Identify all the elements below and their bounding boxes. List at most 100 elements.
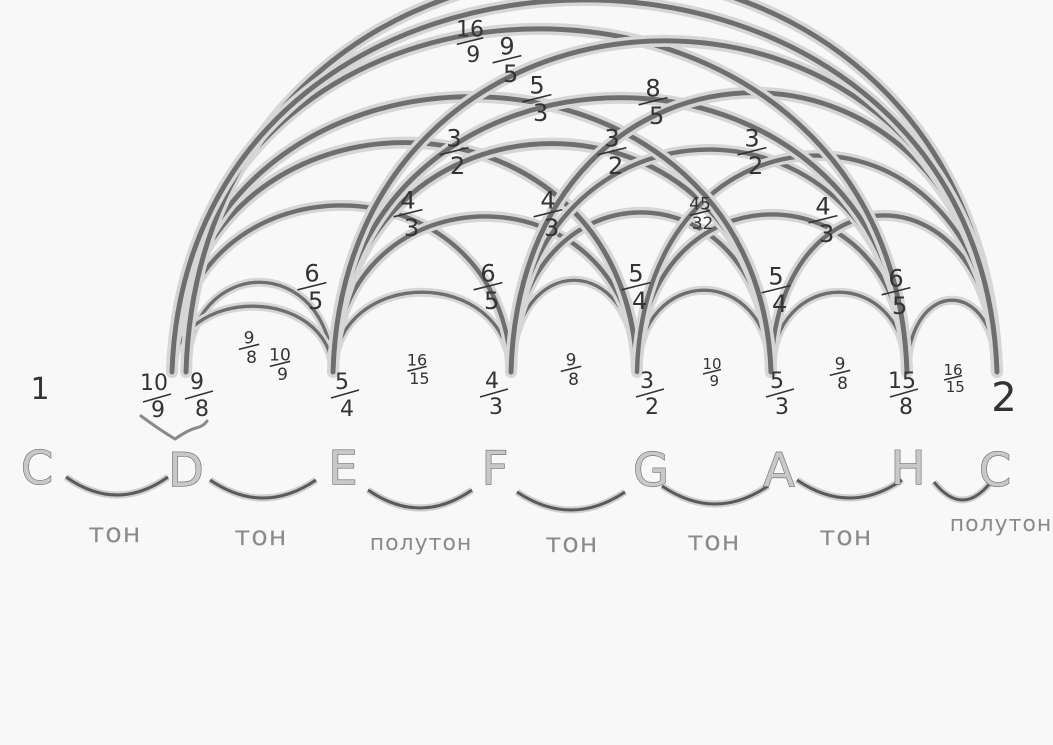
note-ratio-f-numerator: 4 (485, 369, 499, 394)
interval-ratio-denominator: 32 (692, 214, 714, 234)
interval-ratio-bar (943, 374, 963, 381)
interval-ratio-numerator: 3 (744, 124, 759, 152)
step-arc-4 (661, 484, 769, 506)
interval-ratio-denominator: 8 (568, 370, 579, 390)
step-arc-6 (932, 481, 993, 502)
note-ratio-c1: 1 (30, 372, 49, 407)
interval-ratio-denominator: 8 (246, 348, 257, 368)
note-ratios: 1 10 9 9 8 5 4 4 3 3 (30, 369, 1016, 423)
interval-ratio-denominator: 4 (772, 290, 787, 318)
interval-arc-1 (170, 304, 335, 374)
interval-ratio-bar (621, 281, 651, 291)
interval-ratio-numerator: 5 (768, 262, 783, 290)
note-ratio-d-denominator: 8 (195, 397, 209, 422)
interval-ratio-label-10: 54 (761, 262, 791, 318)
interval-ratio-label-15: 43 (808, 192, 838, 248)
note-letter-c2: C (979, 443, 1011, 497)
interval-ratio-label-7: 65 (297, 259, 327, 315)
note-letters: C D E F G A H C (20, 440, 1011, 497)
note-ratio-a-denominator: 3 (775, 395, 789, 420)
step-labels: тон тон полутон тон тон тон полутон (89, 512, 1052, 559)
interval-ratio-denominator: 15 (946, 378, 965, 396)
interval-ratio-bar (689, 209, 711, 217)
interval-ratio-bar (638, 96, 668, 106)
note-ratio-h-denominator: 8 (899, 395, 913, 420)
interval-ratio-bar (522, 93, 552, 103)
interval-ratio-denominator: 2 (608, 152, 623, 180)
interval-ratio-numerator: 45 (689, 194, 711, 214)
interval-ratio-label-20: 85 (638, 74, 668, 130)
note-ratio-e-numerator: 5 (335, 370, 349, 395)
interval-ratio-bar (297, 281, 327, 291)
note-letter-d: D (168, 443, 203, 497)
interval-ratio-bar (533, 208, 563, 218)
interval-ratio-label-17: 32 (597, 124, 627, 180)
interval-ratio-label-1: 109 (269, 345, 291, 385)
note-ratio-a-numerator: 5 (770, 369, 784, 394)
interval-ratio-numerator: 10 (702, 355, 721, 373)
interval-ratio-label-5: 98 (829, 354, 851, 394)
step-arc-0 (65, 475, 169, 497)
note-ratio-g-denominator: 2 (645, 395, 659, 420)
interval-ratio-denominator: 5 (308, 287, 323, 315)
interval-ratio-denominator: 3 (404, 214, 419, 242)
note-ratio-a: 5 3 (765, 369, 795, 420)
interval-ratio-numerator: 6 (888, 264, 903, 292)
interval-ratio-bar (829, 369, 851, 377)
interval-ratio-denominator: 5 (503, 60, 518, 88)
interval-ratio-numerator: 4 (540, 186, 555, 214)
step-label-d-e: тон (235, 521, 288, 552)
note-ratio-e: 5 4 (330, 370, 360, 422)
note-letter-c1: C (21, 441, 53, 495)
step-label-a-h: тон (820, 521, 873, 552)
interval-ratio-label-0: 98 (238, 328, 260, 368)
note-ratio-e-denominator: 4 (340, 397, 354, 422)
interval-ratio-bar (597, 146, 627, 156)
step-arc-5 (796, 478, 903, 500)
interval-ratio-denominator: 5 (484, 287, 499, 315)
interval-ratio-numerator: 4 (815, 192, 830, 220)
interval-ratio-bar (702, 368, 722, 375)
step-label-c-d: тон (89, 518, 142, 549)
interval-ratio-bar (881, 286, 911, 296)
interval-ratio-numerator: 6 (480, 259, 495, 287)
note-ratio-d-alt-numerator: 10 (140, 371, 168, 396)
interval-ratio-bar (238, 343, 260, 351)
interval-ratio-label-21: 169 (456, 18, 484, 68)
interval-ratio-label-12: 43 (393, 186, 423, 242)
note-ratio-c2: 2 (991, 375, 1016, 421)
interval-ratio-denominator: 9 (709, 372, 719, 390)
interval-ratio-denominator: 5 (649, 102, 664, 130)
interval-ratio-label-18: 32 (737, 124, 767, 180)
step-arc-1 (209, 478, 317, 500)
interval-ratio-label-13: 43 (533, 186, 563, 242)
interval-ratio-denominator: 9 (277, 365, 288, 385)
interval-ratio-numerator: 3 (446, 124, 461, 152)
interval-ratio-label-4: 109 (702, 355, 721, 390)
interval-ratio-bar (560, 365, 582, 373)
interval-ratio-denominator: 4 (632, 287, 647, 315)
interval-ratio-numerator: 5 (529, 71, 544, 99)
step-label-f-g: тон (546, 528, 599, 559)
step-arc-2 (367, 488, 473, 510)
interval-ratio-label-11: 65 (881, 264, 911, 320)
interval-ratio-bar (269, 360, 291, 368)
note-ratio-h: 15 8 (888, 369, 919, 420)
interval-ratio-numerator: 9 (835, 354, 846, 374)
note-ratio-d-numerator: 9 (190, 370, 204, 395)
interval-ratio-bar (737, 146, 767, 156)
interval-ratio-numerator: 6 (304, 259, 319, 287)
interval-ratio-denominator: 5 (892, 292, 907, 320)
interval-ratio-bar (492, 54, 522, 64)
note-letter-a: A (763, 443, 795, 497)
interval-ratio-bar (407, 365, 427, 372)
interval-arc-17 (330, 95, 910, 375)
d-ratio-bracket (139, 414, 209, 441)
note-ratio-d: 9 8 (184, 370, 214, 422)
interval-ratio-label-8: 65 (473, 259, 503, 315)
interval-ratio-numerator: 8 (645, 74, 660, 102)
interval-ratio-denominator: 3 (819, 220, 834, 248)
